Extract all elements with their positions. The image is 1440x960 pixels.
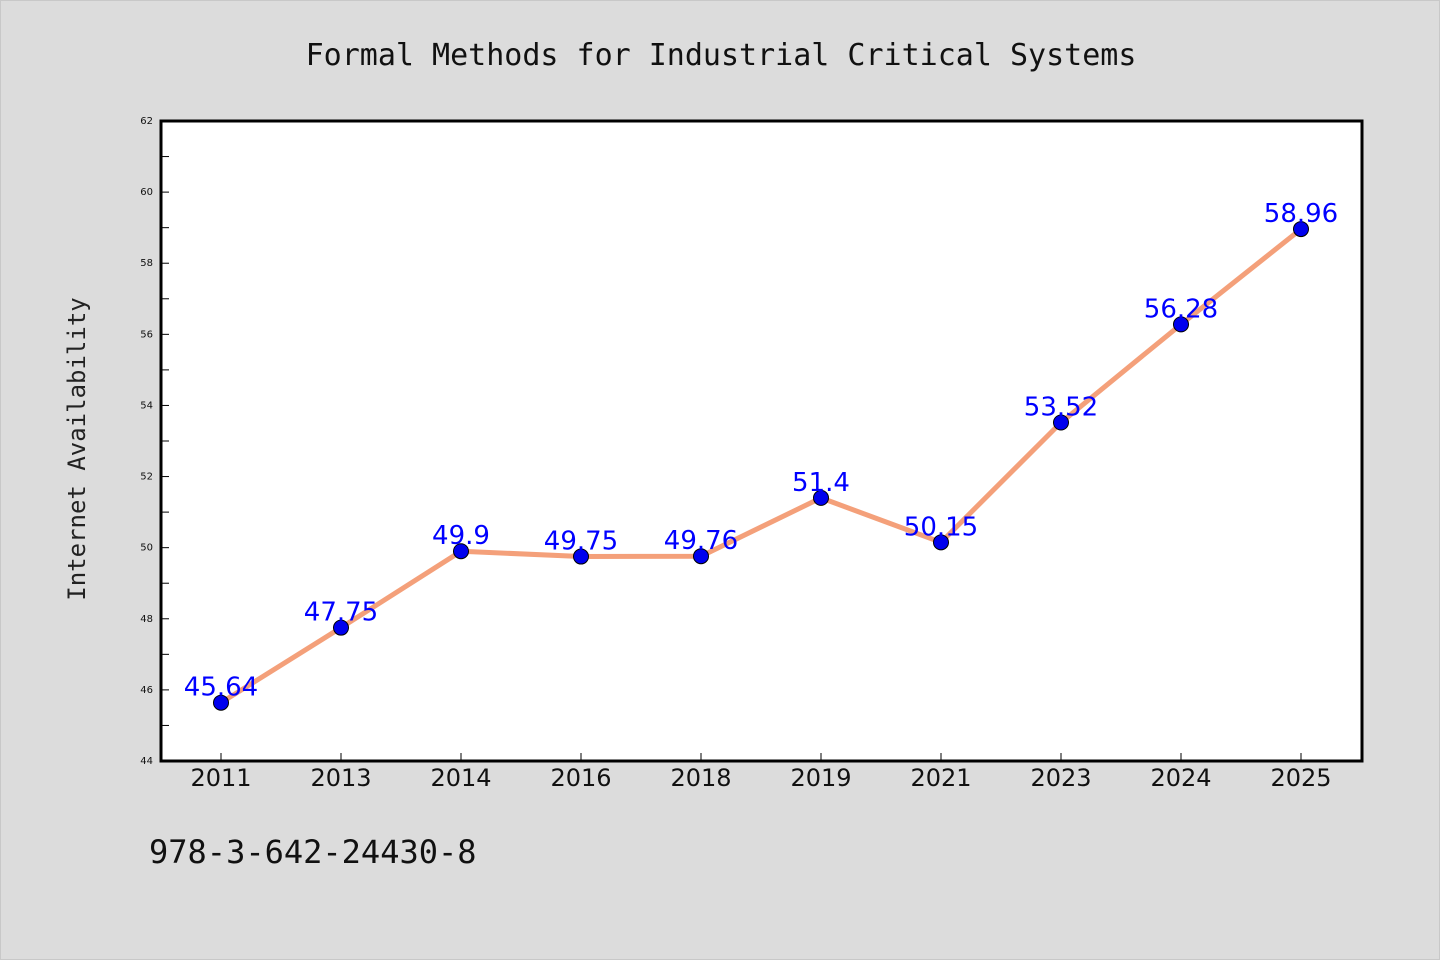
data-point — [1293, 221, 1309, 238]
data-point — [453, 543, 469, 560]
x-tick-label: 2014 — [430, 764, 491, 792]
y-tick-label: 50 — [140, 543, 153, 554]
y-tick-label: 48 — [140, 614, 153, 625]
data-label: 47.75 — [304, 598, 378, 628]
data-point — [1173, 316, 1189, 333]
y-tick-label: 60 — [140, 187, 153, 198]
data-label: 49.9 — [432, 521, 490, 551]
y-tick-label: 62 — [140, 116, 153, 127]
data-label: 53.52 — [1024, 393, 1098, 423]
data-point — [573, 548, 589, 565]
data-label: 49.75 — [544, 527, 618, 557]
x-tick-label: 2025 — [1270, 764, 1331, 792]
x-tick-label: 2024 — [1150, 764, 1211, 792]
x-tick-label: 2011 — [190, 764, 251, 792]
y-tick-label: 54 — [140, 400, 153, 411]
data-label: 51.4 — [792, 468, 850, 498]
data-point — [813, 489, 829, 506]
data-label: 56.28 — [1144, 294, 1218, 324]
data-label: 58.96 — [1264, 199, 1338, 229]
x-tick-label: 2016 — [550, 764, 611, 792]
data-point — [1053, 414, 1069, 431]
data-label: 50.15 — [904, 512, 978, 542]
y-axis-label: Internet Availability — [63, 297, 91, 600]
x-tick-label: 2021 — [910, 764, 971, 792]
data-point — [213, 694, 229, 711]
x-tick-label: 2013 — [310, 764, 371, 792]
y-tick-label: 58 — [140, 258, 153, 269]
x-tick-label: 2019 — [790, 764, 851, 792]
y-axis: 44 46 48 50 52 54 56 58 60 62 — [140, 116, 169, 767]
x-axis: 2011 2013 2014 2016 2018 2019 2021 2023 2024 2025 — [190, 753, 1332, 792]
series-layer — [213, 221, 1309, 711]
y-tick-label: 44 — [140, 756, 153, 767]
data-label: 49.76 — [664, 526, 738, 556]
y-tick-label: 46 — [140, 685, 153, 696]
chart-title: Formal Methods for Industrial Critical S… — [306, 38, 1137, 73]
x-tick-label: 2023 — [1030, 764, 1091, 792]
plot-area — [159, 119, 1364, 763]
data-label: 45.64 — [184, 673, 258, 703]
data-point — [693, 548, 709, 565]
y-tick-label: 52 — [140, 472, 153, 483]
data-point — [333, 619, 349, 636]
series-line — [218, 226, 1304, 706]
data-point — [933, 534, 949, 551]
isbn-footer: 978-3-642-24430-8 — [149, 833, 477, 871]
data-labels: 45.64 47.75 49.9 49.75 49.76 51.4 50.15 53.52 56… — [184, 199, 1338, 703]
y-tick-label: 56 — [140, 329, 153, 340]
x-tick-label: 2018 — [670, 764, 731, 792]
